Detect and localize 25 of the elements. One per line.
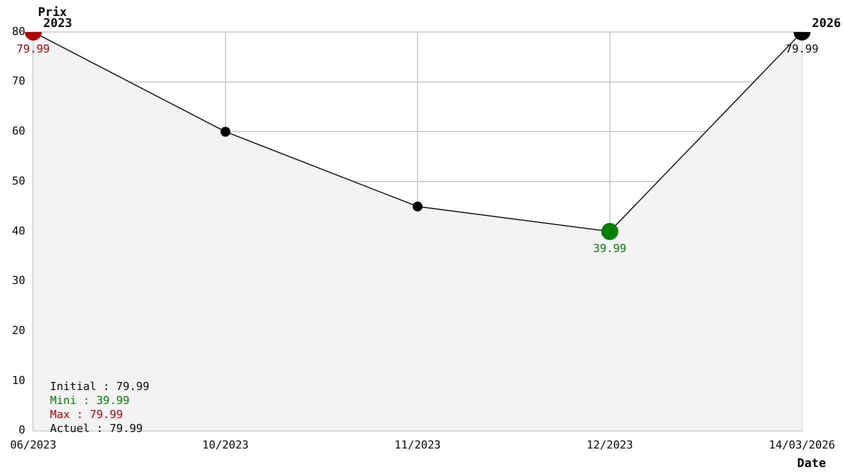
x-tick-label: 12/2023 bbox=[586, 438, 633, 452]
annotation: Mini : 39.99 bbox=[50, 394, 130, 408]
x-tick-label: 14/03/2026 bbox=[768, 438, 836, 452]
data-label: 79.99 bbox=[16, 42, 50, 56]
x-axis-title: Date bbox=[797, 456, 826, 470]
annotation: 2026 bbox=[812, 16, 841, 30]
data-label: 39.99 bbox=[593, 242, 626, 255]
y-tick-label: 60 bbox=[12, 124, 26, 138]
y-tick-label: 20 bbox=[12, 324, 26, 337]
x-tick-label: 10/2023 bbox=[202, 438, 249, 452]
y-tick-label: 50 bbox=[12, 174, 26, 188]
y-tick-label: 0 bbox=[18, 424, 26, 437]
y-tick-label: 40 bbox=[12, 224, 26, 238]
y-tick-label: 80 bbox=[12, 24, 26, 38]
x-tick-label: 06/2023 bbox=[10, 438, 56, 452]
y-tick-label: 10 bbox=[12, 374, 26, 387]
y-axis-title: Prix bbox=[38, 5, 67, 19]
y-tick-label: 70 bbox=[12, 74, 26, 88]
data-label: 79.99 bbox=[785, 42, 819, 56]
annotation: Max : 79.99 bbox=[50, 408, 124, 422]
annotation: 2023 bbox=[43, 16, 72, 30]
x-tick-label: 11/2023 bbox=[394, 438, 441, 452]
annotation: Initial : 79.99 bbox=[50, 380, 150, 394]
y-tick-label: 30 bbox=[12, 274, 26, 288]
annotation: Actuel : 79.99 bbox=[50, 422, 144, 436]
